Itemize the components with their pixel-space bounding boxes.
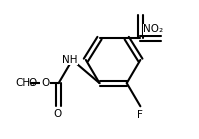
Text: O: O (41, 78, 49, 88)
Text: CH₃: CH₃ (16, 78, 35, 88)
Text: F: F (138, 110, 143, 120)
Text: O: O (54, 109, 62, 119)
Text: NH: NH (62, 55, 78, 65)
Text: O: O (29, 78, 37, 88)
Text: O: O (54, 109, 62, 119)
Text: O: O (41, 78, 49, 88)
Text: NO₂: NO₂ (143, 24, 163, 34)
